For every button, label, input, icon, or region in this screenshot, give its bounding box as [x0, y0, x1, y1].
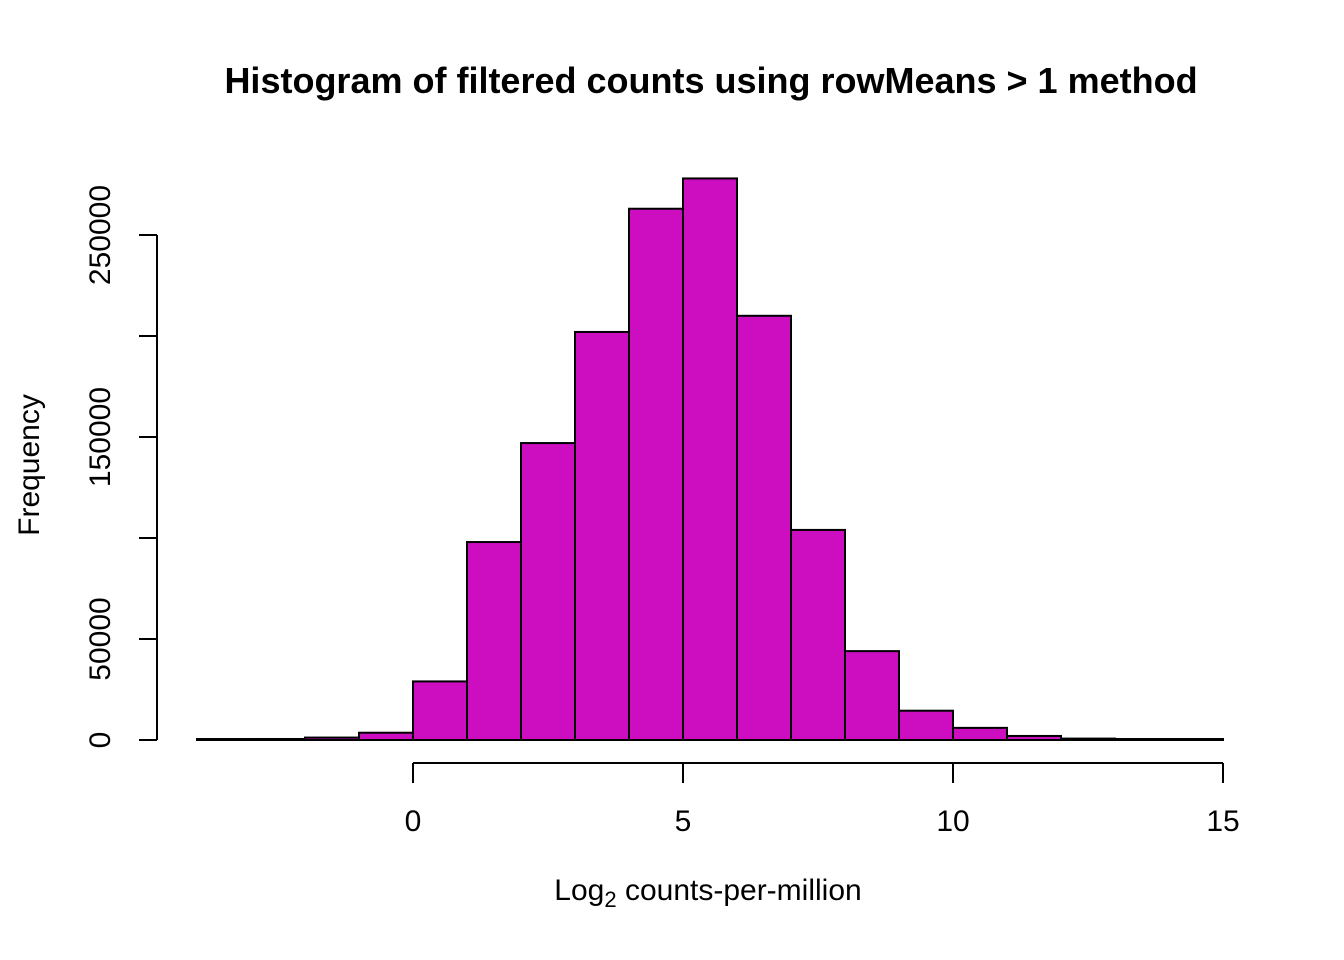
chart-title: Histogram of filtered counts using rowMe… [224, 60, 1198, 101]
x-axis-tick-label: 15 [1206, 805, 1239, 838]
y-axis-tick-label: 150000 [84, 387, 117, 487]
x-axis-tick-label: 10 [936, 805, 969, 838]
histogram-bar [574, 330, 630, 741]
histogram-bar [736, 314, 792, 741]
histogram-bar [790, 528, 846, 741]
histogram-bar [844, 650, 900, 741]
histogram-bar [250, 737, 306, 741]
y-axis-label: Frequency [13, 394, 47, 536]
y-axis-tick-label: 0 [84, 732, 117, 749]
y-axis-label-text: Frequency [13, 394, 46, 536]
histogram-bar [1114, 738, 1170, 741]
histogram-bar [898, 709, 954, 742]
histogram-bar [628, 207, 684, 742]
x-axis-label-prefix: Log [554, 874, 605, 907]
histogram-bar [682, 177, 738, 741]
x-axis-label-suffix: counts-per-million [616, 874, 862, 907]
x-axis-tick-label: 0 [405, 805, 422, 838]
y-axis-tick-label: 50000 [84, 597, 117, 680]
histogram-bar [520, 442, 576, 741]
histogram-bar [1060, 737, 1116, 741]
histogram-bar [1006, 734, 1062, 742]
y-axis-tick-label: 250000 [84, 185, 117, 285]
histogram-bar [466, 541, 522, 741]
histogram-bar [358, 731, 414, 742]
x-axis-label: Log2 counts-per-million [554, 874, 862, 911]
histogram-bar [412, 680, 468, 741]
histogram-bar [196, 738, 252, 741]
histogram-bar [952, 726, 1008, 742]
x-axis-tick-label: 5 [675, 805, 692, 838]
x-axis-label-subscript: 2 [604, 887, 617, 912]
histogram-bar [304, 736, 360, 741]
histogram-bar [1168, 738, 1224, 741]
